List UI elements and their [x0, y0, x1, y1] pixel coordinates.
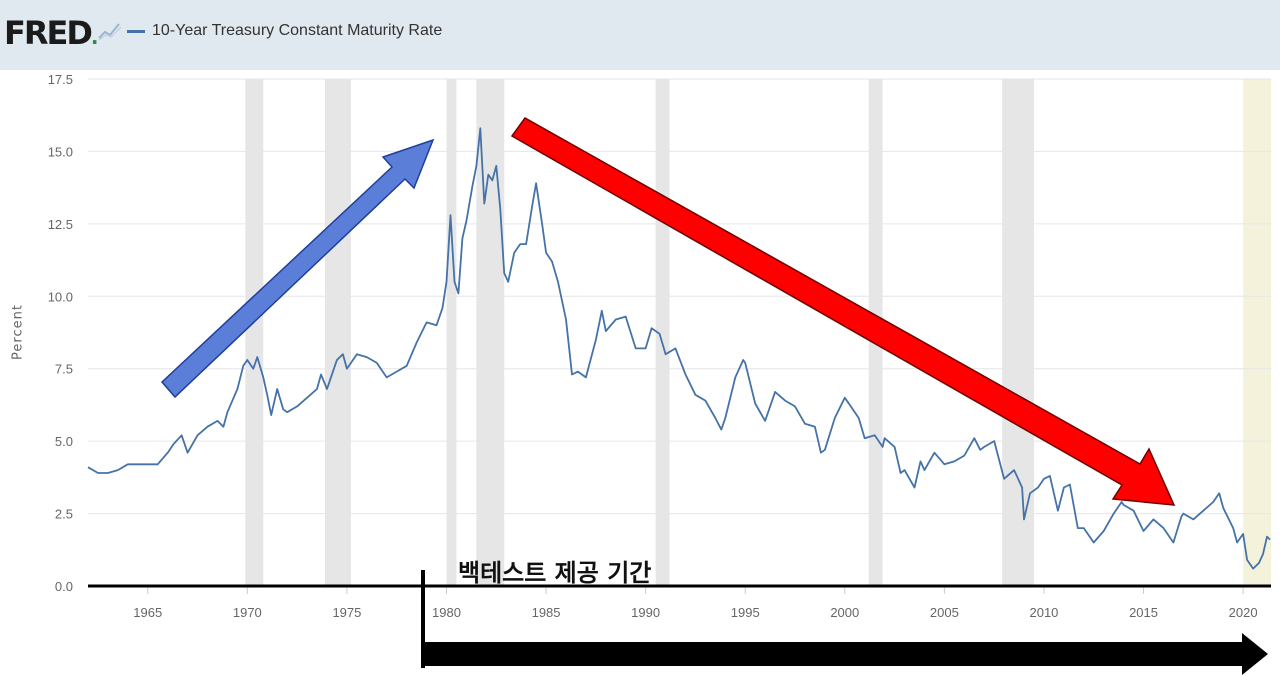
y-tick-label: 7.5: [55, 362, 73, 377]
y-tick-label: 10.0: [48, 289, 73, 304]
fred-logo-dot: .: [90, 25, 99, 49]
x-axis-ticks: 1965 1970 1975 1980 1985 1990 1995 2000 2005 2010…: [133, 586, 1258, 620]
x-tick-label: 2005: [930, 605, 959, 620]
recession-band-0: [245, 79, 264, 586]
x-tick-label: 2000: [830, 605, 859, 620]
y-tick-label: 15.0: [48, 144, 73, 159]
y-tick-label: 2.5: [55, 507, 73, 522]
x-tick-label: 1980: [432, 605, 461, 620]
backtest-period-label: 백테스트 제공 기간: [458, 559, 652, 587]
x-tick-label: 1965: [133, 605, 162, 620]
x-tick-label: 1995: [731, 605, 760, 620]
up-trend-arrow: [160, 138, 435, 399]
y-tick-label: 5.0: [55, 434, 73, 449]
legend-swatch: [127, 29, 145, 33]
legend: 10-Year Treasury Constant Maturity Rate: [127, 22, 442, 40]
legend-label: 10-Year Treasury Constant Maturity Rate: [152, 22, 443, 39]
y-tick-label: 12.5: [48, 217, 73, 232]
backtest-period-arrow: [421, 570, 1268, 675]
x-tick-label: 1990: [631, 605, 660, 620]
x-tick-label: 1970: [233, 605, 262, 620]
recession-band-6: [1002, 79, 1035, 586]
recession-band-3: [476, 79, 505, 586]
down-trend-arrow: [510, 117, 1176, 506]
chart-header: FRED. 10-Year Treasury Constant Maturity…: [0, 0, 1280, 70]
x-tick-label: 2015: [1129, 605, 1158, 620]
fred-logo: FRED.: [4, 14, 99, 52]
y-tick-label: 0.0: [55, 579, 73, 594]
y-axis-ticks: 0.0 2.5 5.0 7.5 10.0 12.5 15.0 17.5: [48, 72, 73, 594]
x-tick-label: 2020: [1229, 605, 1258, 620]
recent-period-band: [1243, 79, 1271, 586]
recession-band-2: [446, 79, 457, 586]
y-axis-label: Percent: [10, 304, 26, 360]
x-tick-label: 1985: [532, 605, 561, 620]
y-tick-label: 17.5: [48, 72, 73, 87]
series-line: [87, 127, 1271, 570]
recession-band-1: [324, 79, 351, 586]
trend-line-icon: [98, 23, 122, 41]
fred-logo-text: FRED: [4, 14, 93, 52]
x-tick-label: 1975: [332, 605, 361, 620]
x-tick-label: 2010: [1029, 605, 1058, 620]
